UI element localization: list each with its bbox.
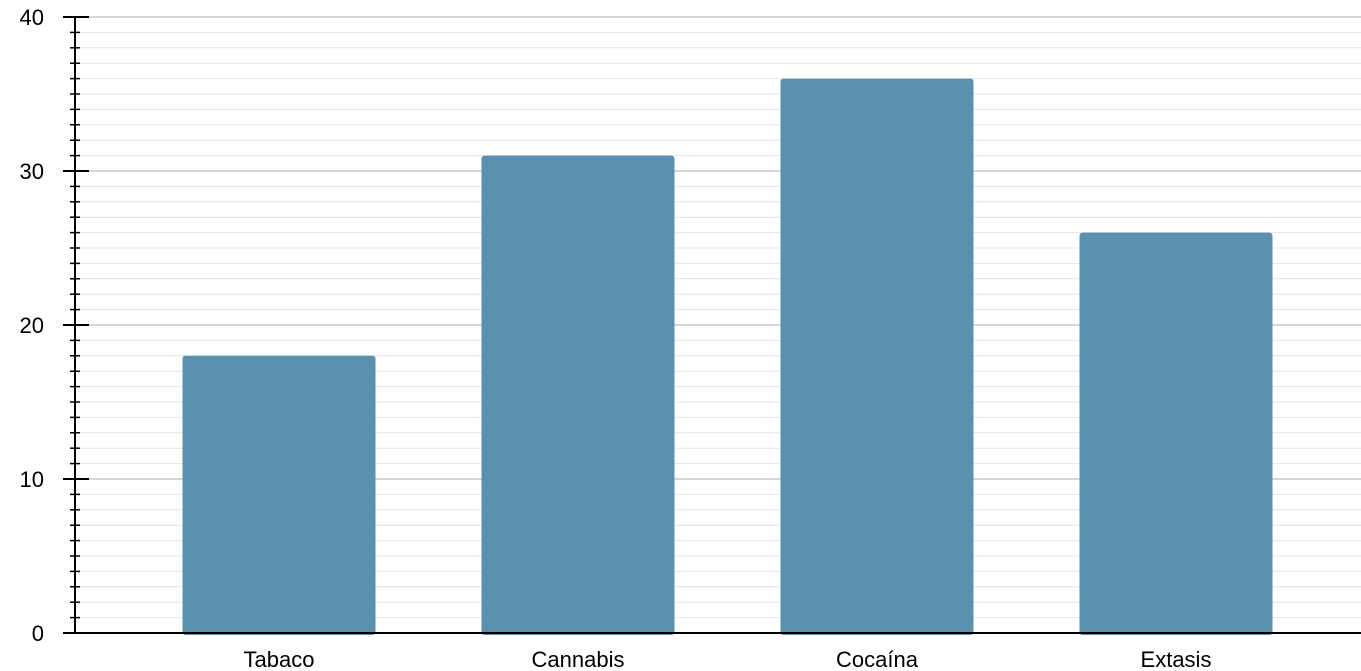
y-tick-label: 40 xyxy=(20,5,44,30)
bars xyxy=(182,78,1273,636)
y-tick-label: 30 xyxy=(20,159,44,184)
bar-extasis[interactable] xyxy=(1079,232,1273,635)
x-tick-label: Tabaco xyxy=(244,647,315,671)
x-tick-label: Extasis xyxy=(1141,647,1212,671)
y-tick-label: 20 xyxy=(20,313,44,338)
bar-tabaco[interactable] xyxy=(182,355,376,635)
y-tick-label: 0 xyxy=(32,621,44,646)
axes xyxy=(63,16,1361,634)
bar-cocaína[interactable] xyxy=(780,78,974,636)
x-tick-label: Cannabis xyxy=(532,647,625,671)
bar-cannabis[interactable] xyxy=(481,155,675,635)
axis-labels: Tabaco Cannabis Cocaína Extasis 0 10 20 30 40 xyxy=(20,5,1212,671)
y-tick-label: 10 xyxy=(20,467,44,492)
x-tick-label: Cocaína xyxy=(836,647,919,671)
